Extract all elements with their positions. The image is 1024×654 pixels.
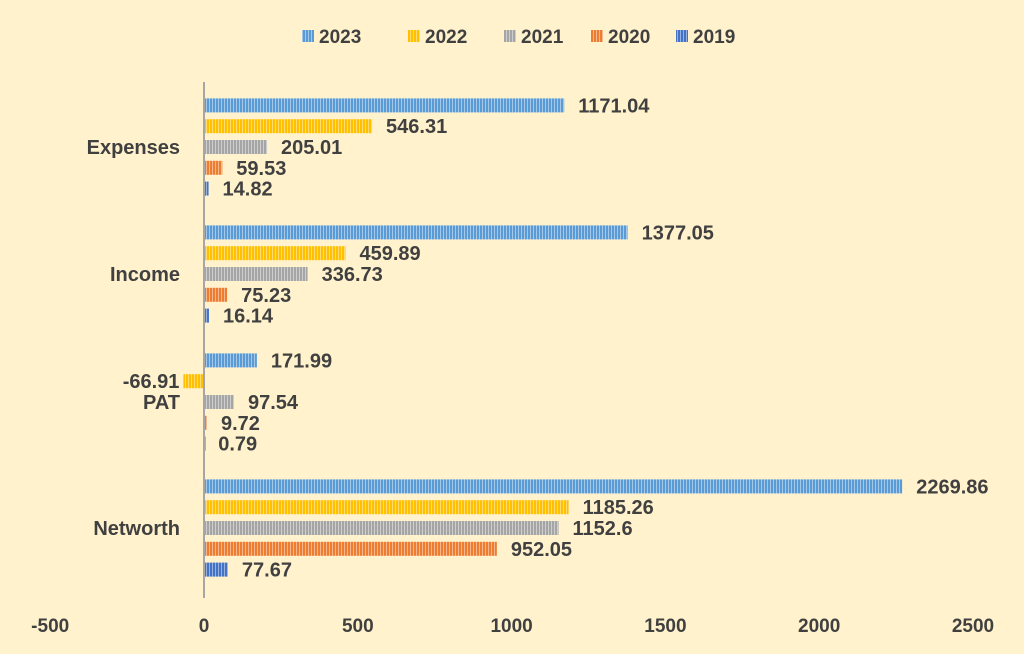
category-label-expenses: Expenses — [87, 137, 180, 159]
data-label-networth-2023: 2269.86 — [916, 476, 988, 498]
bar-pat-2021 — [204, 395, 235, 409]
tick-label: -500 — [31, 616, 69, 637]
legend-label: 2022 — [425, 27, 467, 48]
legend-swatch — [676, 30, 688, 42]
bar-income-2023 — [204, 225, 628, 240]
category-label-income: Income — [110, 264, 180, 286]
bar-expenses-2020 — [204, 160, 223, 175]
data-label-networth-2022: 1185.26 — [583, 497, 654, 519]
tick-label: 2500 — [952, 616, 994, 637]
bar-pat-2022 — [183, 374, 204, 389]
legend-item-2022: 2022 — [408, 27, 467, 48]
data-label-networth-2020: 952.05 — [511, 539, 572, 561]
data-label-expenses-2023: 1171.04 — [578, 95, 650, 117]
data-label-expenses-2021: 205.01 — [281, 137, 342, 159]
data-label-expenses-2019: 14.82 — [223, 179, 273, 201]
data-label-expenses-2022: 546.31 — [386, 116, 447, 138]
legend-swatch — [504, 30, 516, 42]
bar-expenses-2021 — [204, 140, 268, 154]
data-label-income-2021: 336.73 — [322, 264, 383, 286]
legend-label: 2020 — [608, 27, 650, 48]
data-label-pat-2022: -66.91 — [123, 371, 180, 393]
bar-networth-2022 — [204, 500, 569, 515]
bar-pat-2020 — [204, 415, 207, 430]
bar-income-2020 — [204, 287, 228, 302]
bar-networth-2023 — [204, 479, 903, 494]
bar-expenses-2019 — [204, 181, 209, 196]
category-label-pat: PAT — [143, 392, 180, 414]
category-labels: Expenses Income PAT Networth — [87, 137, 180, 540]
data-label-pat-2019: 0.79 — [218, 434, 257, 456]
data-label-pat-2021: 97.54 — [248, 392, 299, 414]
bar-pat-2023 — [204, 353, 257, 368]
tick-label: 0 — [199, 616, 210, 637]
data-label-expenses-2020: 59.53 — [236, 158, 286, 180]
bar-expenses-2022 — [204, 119, 373, 134]
bar-income-2021 — [204, 267, 308, 281]
bar-income-2019 — [204, 308, 209, 323]
data-label-pat-2020: 9.72 — [221, 413, 260, 435]
legend-swatch — [302, 30, 314, 42]
category-label-networth: Networth — [93, 518, 180, 540]
tick-label: 1500 — [644, 616, 686, 637]
data-label-income-2019: 16.14 — [223, 306, 274, 328]
bar-expenses-2023 — [204, 98, 565, 113]
tick-label: 1000 — [490, 616, 532, 637]
bar-networth-2020 — [204, 541, 497, 556]
data-label-networth-2019: 77.67 — [242, 560, 292, 582]
legend-item-2021: 2021 — [504, 27, 564, 48]
legend-item-2020: 2020 — [591, 27, 650, 48]
data-label-income-2020: 75.23 — [241, 285, 291, 307]
tick-label: 500 — [342, 616, 374, 637]
data-label-income-2022: 459.89 — [359, 243, 420, 265]
legend-swatch — [591, 30, 603, 42]
tick-label: 2000 — [798, 616, 840, 637]
legend-label: 2023 — [319, 27, 361, 48]
legend-item-2019: 2019 — [676, 27, 735, 48]
legend-swatch — [408, 30, 420, 42]
legend-label: 2019 — [693, 27, 735, 48]
legend-item-2023: 2023 — [302, 27, 361, 48]
data-label-pat-2023: 171.99 — [271, 350, 332, 372]
legend: 2023 2022 2021 2020 2019 — [302, 27, 735, 48]
bar-networth-2021 — [204, 521, 559, 535]
legend-label: 2021 — [521, 27, 564, 48]
bar-networth-2019 — [204, 562, 228, 577]
data-label-income-2023: 1377.05 — [642, 222, 714, 244]
x-axis-ticks: -500 0 500 1000 1500 2000 2500 — [31, 616, 994, 637]
data-label-networth-2021: 1152.6 — [573, 518, 633, 540]
bar-income-2022 — [204, 246, 346, 261]
